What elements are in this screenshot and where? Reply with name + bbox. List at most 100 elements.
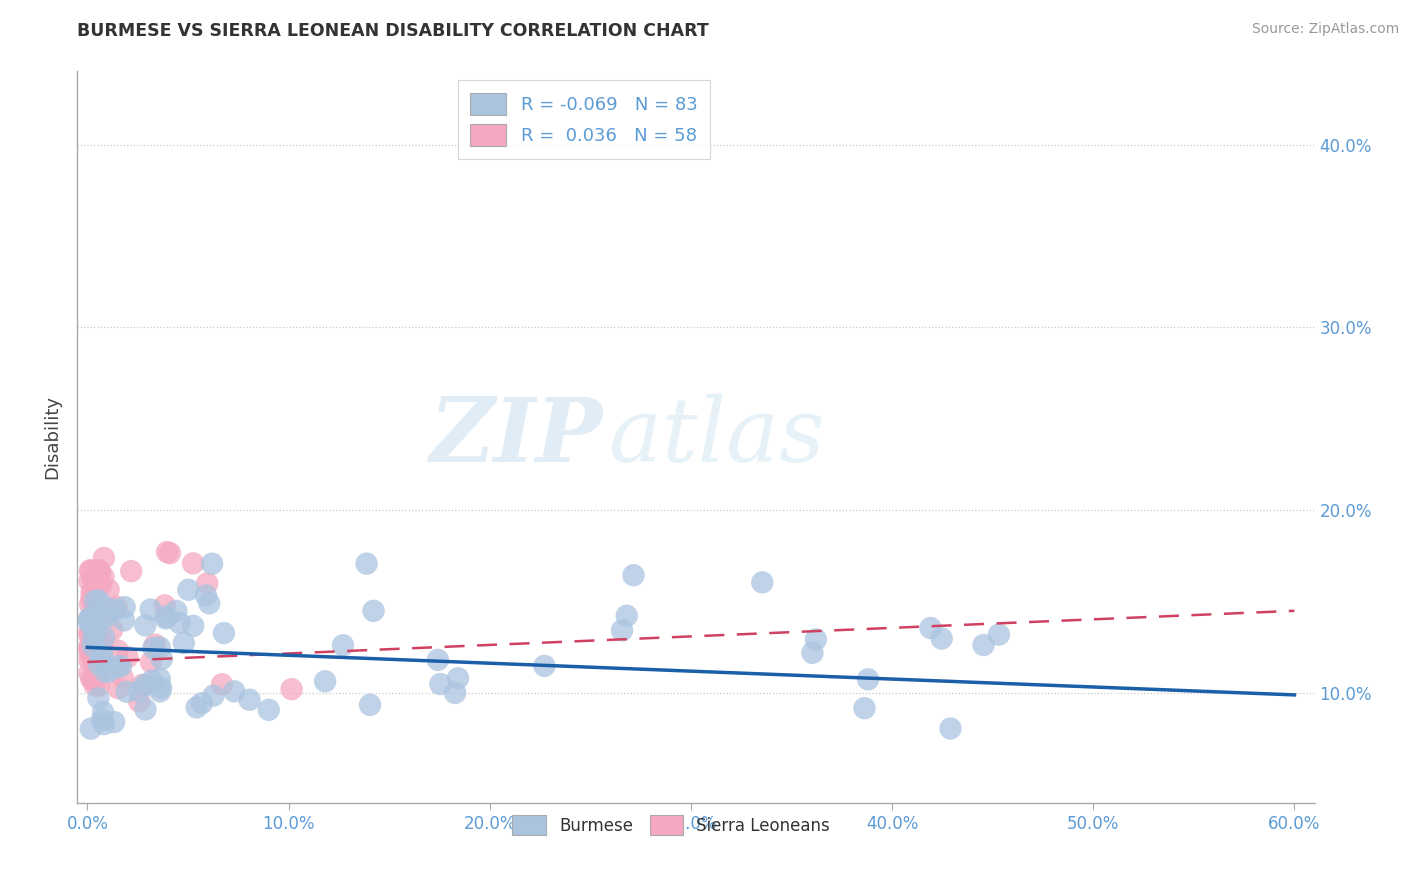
- Point: [165, 604, 187, 618]
- Point: [79, 563, 101, 577]
- Point: [80, 592, 103, 607]
- Point: [97, 582, 120, 597]
- Point: [89, 664, 111, 678]
- Point: [131, 678, 153, 692]
- Point: [90, 578, 112, 592]
- Point: [90, 635, 112, 649]
- Point: [80, 650, 103, 665]
- Point: [939, 722, 962, 736]
- Point: [155, 611, 177, 625]
- Point: [83, 623, 105, 637]
- Point: [987, 627, 1010, 641]
- Point: [98, 664, 121, 678]
- Point: [801, 646, 824, 660]
- Point: [149, 640, 172, 655]
- Point: [79, 611, 101, 625]
- Point: [623, 568, 645, 582]
- Point: [82, 624, 104, 638]
- Point: [212, 626, 235, 640]
- Point: [920, 621, 942, 635]
- Point: [107, 643, 129, 657]
- Point: [93, 609, 115, 624]
- Point: [186, 700, 208, 714]
- Point: [149, 672, 172, 686]
- Point: [79, 653, 101, 667]
- Point: [103, 714, 125, 729]
- Point: [79, 641, 101, 656]
- Point: [96, 610, 118, 624]
- Point: [87, 679, 110, 693]
- Point: [94, 665, 117, 679]
- Point: [198, 596, 221, 610]
- Point: [91, 705, 114, 719]
- Point: [82, 572, 104, 586]
- Point: [533, 659, 555, 673]
- Point: [110, 659, 132, 673]
- Point: [82, 640, 104, 654]
- Point: [804, 632, 827, 647]
- Point: [134, 618, 156, 632]
- Point: [79, 647, 101, 661]
- Point: [195, 576, 218, 591]
- Text: Source: ZipAtlas.com: Source: ZipAtlas.com: [1251, 22, 1399, 37]
- Point: [150, 681, 173, 695]
- Point: [195, 589, 218, 603]
- Point: [84, 594, 107, 608]
- Point: [156, 545, 179, 559]
- Point: [93, 717, 115, 731]
- Point: [79, 613, 101, 627]
- Point: [87, 657, 110, 672]
- Point: [79, 666, 101, 681]
- Point: [80, 609, 103, 624]
- Point: [156, 609, 179, 624]
- Point: [87, 691, 110, 706]
- Point: [356, 557, 378, 571]
- Point: [363, 604, 385, 618]
- Point: [89, 566, 111, 580]
- Point: [853, 701, 876, 715]
- Point: [94, 601, 117, 615]
- Point: [93, 630, 115, 644]
- Point: [79, 598, 101, 612]
- Point: [332, 638, 354, 652]
- Point: [973, 638, 995, 652]
- Point: [80, 722, 103, 736]
- Point: [91, 636, 114, 650]
- Point: [82, 582, 104, 597]
- Legend: Burmese, Sierra Leoneans: Burmese, Sierra Leoneans: [506, 808, 837, 842]
- Text: BURMESE VS SIERRA LEONEAN DISABILITY CORRELATION CHART: BURMESE VS SIERRA LEONEAN DISABILITY COR…: [77, 22, 709, 40]
- Point: [134, 702, 156, 716]
- Point: [426, 653, 449, 667]
- Point: [159, 546, 181, 560]
- Point: [447, 671, 470, 685]
- Point: [79, 564, 101, 578]
- Point: [181, 619, 204, 633]
- Point: [84, 624, 107, 639]
- Point: [79, 628, 101, 642]
- Point: [429, 677, 451, 691]
- Point: [177, 582, 200, 597]
- Point: [150, 652, 173, 666]
- Point: [79, 613, 101, 627]
- Point: [128, 695, 150, 709]
- Point: [153, 599, 176, 613]
- Point: [87, 563, 110, 577]
- Point: [120, 564, 142, 578]
- Point: [856, 673, 879, 687]
- Text: atlas: atlas: [609, 393, 825, 481]
- Point: [82, 673, 104, 687]
- Point: [112, 614, 135, 628]
- Point: [359, 698, 381, 712]
- Point: [169, 615, 191, 630]
- Point: [181, 557, 204, 571]
- Point: [149, 684, 172, 698]
- Point: [82, 632, 104, 647]
- Point: [79, 616, 101, 631]
- Point: [128, 684, 150, 698]
- Point: [105, 599, 128, 614]
- Point: [139, 656, 162, 670]
- Point: [79, 625, 101, 640]
- Point: [87, 593, 110, 607]
- Point: [173, 636, 195, 650]
- Point: [931, 632, 953, 646]
